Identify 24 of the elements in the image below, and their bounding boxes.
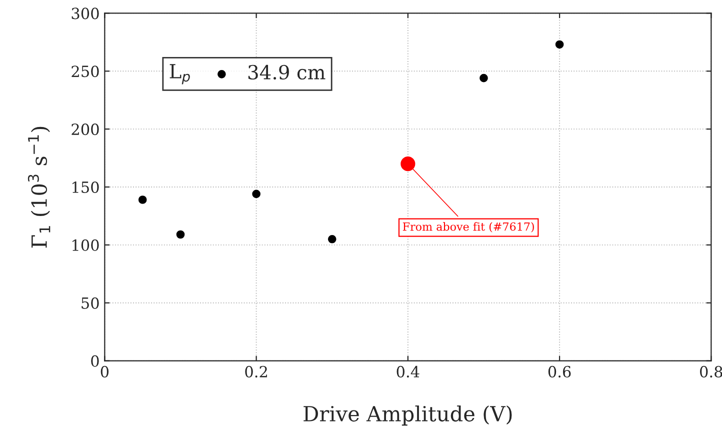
y-tick-label: 0 <box>91 355 99 367</box>
point <box>138 196 147 204</box>
point <box>176 230 185 239</box>
legend-label: 34.9 cm <box>248 64 326 80</box>
y-tick-label: 200 <box>72 124 99 136</box>
y-tick-label: 100 <box>72 239 99 251</box>
y-tick-label: 150 <box>72 181 99 194</box>
x-axis-title: Drive Amplitude (V) <box>304 405 512 426</box>
x-tick-label: 0.4 <box>396 366 420 378</box>
x-tick-label: 0.8 <box>700 366 722 378</box>
point <box>328 234 336 244</box>
y-tick-label: 50 <box>82 297 99 309</box>
point <box>555 40 564 49</box>
point <box>480 74 488 82</box>
annotation: From above fit (#7617) <box>402 222 534 232</box>
x-tick-label: 0.2 <box>245 366 267 378</box>
x-tick-label: 0.6 <box>548 366 571 378</box>
x-tick-label: 0 <box>100 366 109 378</box>
y-tick-label: 300 <box>72 8 99 20</box>
y-axis-title: Γ$_{1}$ (10$^{3}$ s$^{−1}$) <box>28 126 50 248</box>
point <box>400 156 416 172</box>
point <box>252 190 260 198</box>
y-tick-label: 250 <box>72 66 99 78</box>
legend-title: L$_{p}$ <box>170 64 190 84</box>
